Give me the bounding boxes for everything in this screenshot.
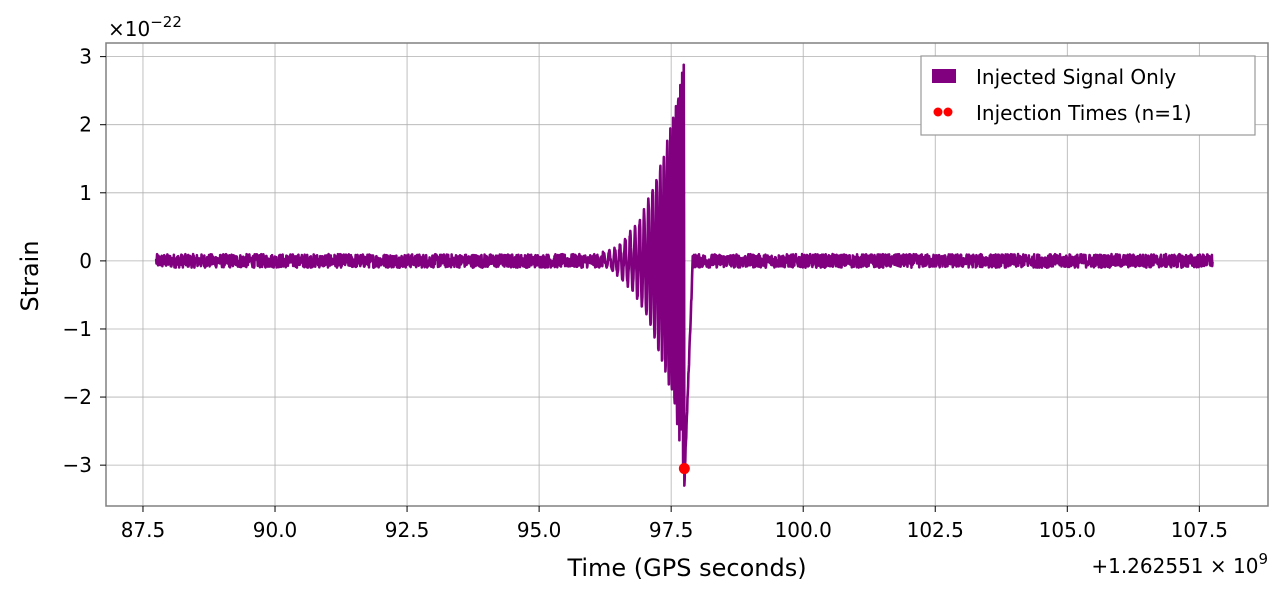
- series-injected-signal: [154, 63, 1214, 487]
- x-offset-text: +1.262551 × 109: [1091, 550, 1268, 578]
- x-tick-label: 105.0: [1039, 518, 1096, 542]
- x-tick-label: 100.0: [775, 518, 832, 542]
- legend-marker-injection-times-a: [933, 107, 943, 117]
- y-tick-label: −3: [63, 453, 92, 477]
- x-tick-label: 97.5: [649, 518, 694, 542]
- x-tick-label: 90.0: [253, 518, 298, 542]
- y-axis-ticks: −3 −2 −1 0 1 2 3: [63, 45, 106, 477]
- legend-box: [920, 55, 1256, 136]
- y-tick-label: 2: [79, 113, 92, 137]
- svg-text:×10−22: ×10−22: [108, 13, 182, 41]
- svg-text:+1.262551 × 109: +1.262551 × 109: [1091, 550, 1268, 578]
- x-tick-label: 95.0: [517, 518, 562, 542]
- y-tick-label: 3: [79, 45, 92, 69]
- x-tick-label: 92.5: [385, 518, 430, 542]
- y-tick-label: 0: [79, 249, 92, 273]
- legend: Injected Signal Only Injection Times (n=…: [920, 55, 1256, 136]
- series-injection-times: [678, 463, 690, 475]
- signal-line: [154, 63, 1214, 487]
- x-axis-label: Time (GPS seconds): [566, 554, 806, 582]
- legend-marker-injection-times-b: [943, 107, 953, 117]
- y-axis-label: Strain: [16, 240, 44, 311]
- x-tick-label: 107.5: [1171, 518, 1228, 542]
- y-scale-multiplier: ×10−22: [108, 13, 182, 41]
- legend-label-injection-times: Injection Times (n=1): [976, 101, 1192, 125]
- x-tick-label: 87.5: [121, 518, 166, 542]
- plot-frame: [105, 42, 1269, 507]
- x-axis-ticks: 87.5 90.0 92.5 95.0 97.5 100.0 102.5 105.0 107.5: [121, 506, 1228, 542]
- y-tick-label: −1: [63, 317, 92, 341]
- injection-point: [678, 463, 690, 475]
- y-tick-label: −2: [63, 385, 92, 409]
- legend-swatch-injected-signal: [932, 69, 956, 83]
- y-tick-label: 1: [79, 181, 92, 205]
- x-tick-label: 102.5: [907, 518, 964, 542]
- legend-label-injected-signal: Injected Signal Only: [976, 65, 1176, 89]
